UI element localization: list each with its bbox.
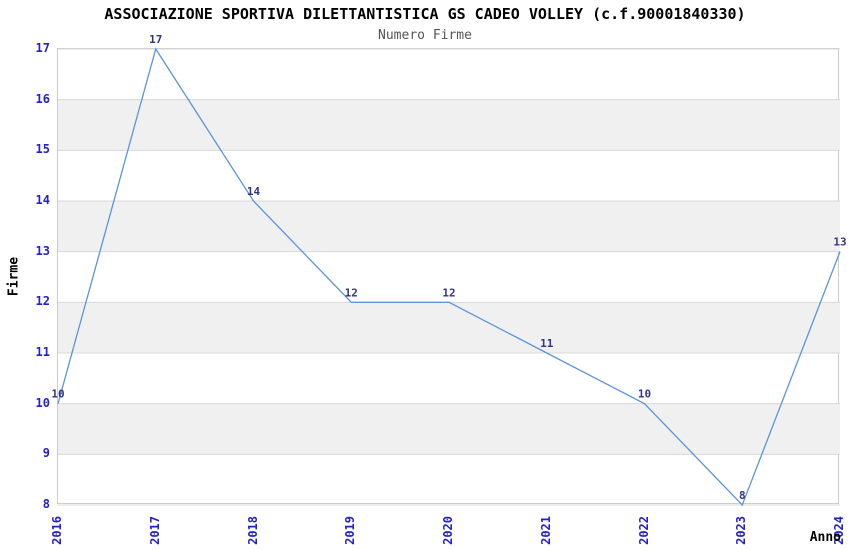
y-tick-label: 11	[35, 345, 50, 359]
y-tick-label: 16	[35, 91, 50, 106]
x-tick-label: 2020	[441, 516, 455, 545]
band	[58, 302, 840, 353]
band	[58, 201, 840, 252]
y-tick-label: 14	[35, 193, 50, 207]
chart-title: ASSOCIAZIONE SPORTIVA DILETTANTISTICA GS…	[104, 5, 746, 23]
x-tick-label: 2021	[538, 516, 553, 545]
x-axis-label: Anno	[809, 530, 841, 545]
x-tick-label: 2022	[636, 516, 651, 545]
y-tick-label: 13	[35, 243, 50, 258]
data-point-label: 8	[739, 489, 746, 502]
data-point-label: 10	[51, 388, 64, 401]
band	[58, 99, 840, 151]
y-tick-label: 12	[35, 294, 50, 309]
y-tick-label: 15	[35, 142, 50, 157]
chart-subtitle: Numero Firme	[378, 28, 472, 43]
band	[58, 403, 840, 455]
data-point-label: 12	[345, 286, 358, 299]
data-point-label: 11	[540, 337, 554, 350]
plot-area: 10 17 14 12 12 11 10 8 13	[51, 33, 847, 507]
x-tick-label: 2019	[343, 516, 358, 545]
data-point-label: 13	[833, 236, 846, 249]
x-tick-label: 2023	[734, 516, 749, 545]
x-tick-label: 2016	[50, 516, 64, 545]
data-point-label: 17	[149, 33, 162, 46]
data-point-label: 10	[638, 388, 651, 401]
data-point-label: 12	[442, 286, 455, 299]
data-line	[57, 47, 841, 507]
y-tick-label: 10	[35, 395, 50, 410]
y-tick-label: 17	[35, 41, 50, 55]
x-tick-label: 2017	[147, 516, 162, 545]
line-chart-svg: 10 17 14 12 12 11 10 8 13	[51, 33, 847, 507]
x-tick-label: 2018	[245, 516, 260, 545]
y-tick-label: 9	[42, 446, 50, 461]
data-point-label: 14	[247, 185, 261, 198]
y-tick-label: 8	[42, 497, 50, 511]
